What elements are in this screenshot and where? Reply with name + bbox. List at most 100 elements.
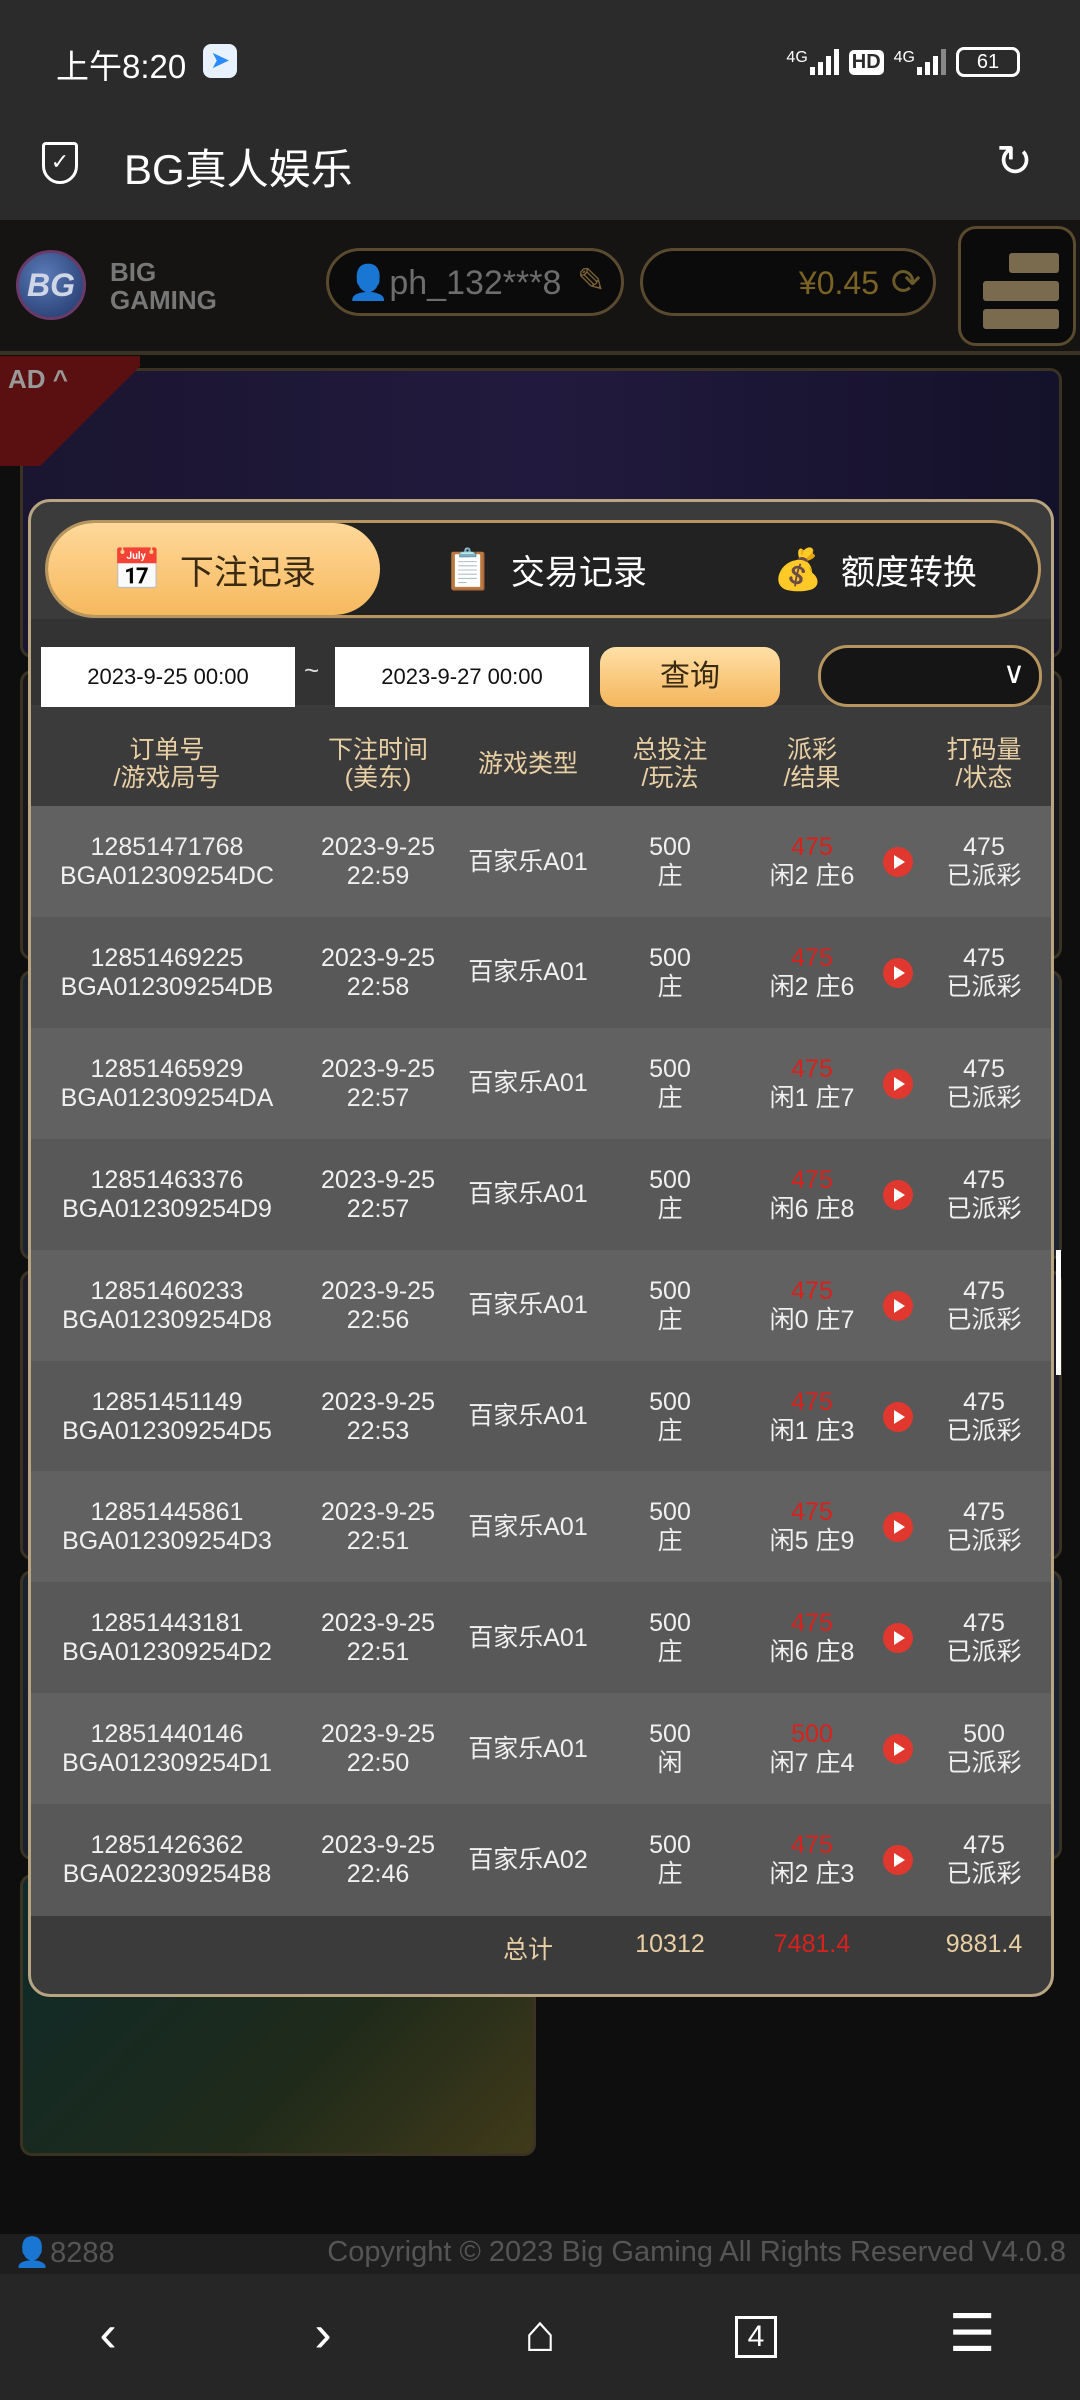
bet-amount: 500	[649, 833, 691, 861]
menu-icon[interactable]: ☰	[948, 2305, 996, 2363]
play-replay-icon[interactable]	[883, 1179, 913, 1210]
ad-toggle[interactable]: AD ^	[0, 356, 140, 466]
order-number: 12851426362	[90, 1831, 244, 1860]
table-row[interactable]: 12851460233 BGA012309254D8 2023-9-25 22:56 百…	[31, 1249, 1051, 1362]
game-type: 百家乐A01	[468, 1069, 588, 1098]
turnover: 475	[963, 1498, 1005, 1527]
total-row: 总计 10312 7481.4 9881.4	[31, 1915, 1051, 1975]
payout: 475	[791, 1276, 833, 1305]
play-replay-icon[interactable]	[883, 1734, 913, 1765]
game-type: 百家乐A01	[468, 1734, 588, 1763]
game-type: 百家乐A02	[468, 1845, 588, 1874]
payout: 475	[791, 1609, 833, 1638]
bet-type: 庄	[657, 972, 683, 1001]
menu-button[interactable]	[958, 226, 1076, 346]
round-number: BGA012309254DA	[60, 1083, 274, 1112]
table-row[interactable]: 12851463376 BGA012309254D9 2023-9-25 22:57 百…	[31, 1138, 1051, 1251]
record-tabs: 📅 下注记录 📋 交易记录 💰 额度转换	[45, 520, 1041, 618]
bet-time: 22:50	[346, 1749, 410, 1778]
turnover: 475	[963, 1831, 1005, 1860]
round-number: BGA012309254D1	[62, 1749, 272, 1778]
calendar-icon: 📅	[112, 547, 162, 592]
bet-time: 22:58	[346, 972, 410, 1001]
bet-time: 22:56	[346, 1305, 410, 1334]
order-number: 12851445861	[90, 1498, 244, 1527]
play-replay-icon[interactable]	[883, 957, 913, 988]
column-header: 游戏类型	[477, 750, 578, 778]
play-replay-icon[interactable]	[883, 1623, 913, 1654]
result: 闲7 庄4	[769, 1749, 855, 1778]
table-row[interactable]: 12851445861 BGA012309254D3 2023-9-25 22:51 百…	[31, 1471, 1051, 1584]
bet-amount: 500	[649, 1498, 691, 1527]
result: 闲6 庄8	[769, 1194, 855, 1223]
table-row[interactable]: 12851471768 BGA012309254DC 2023-9-25 22:59 百…	[31, 806, 1051, 918]
signal-icon-2: 4G	[894, 49, 946, 75]
status: 已派彩	[946, 1527, 1022, 1556]
end-date-input[interactable]: 2023-9-27 00:00	[335, 647, 589, 707]
scrollbar[interactable]	[1056, 1250, 1061, 1375]
bet-date: 2023-9-25	[321, 1498, 435, 1527]
bet-amount: 500	[649, 1609, 691, 1638]
forward-icon[interactable]: ›	[314, 2305, 332, 2363]
username: 👤ph_132***8	[347, 264, 562, 302]
column-header: 下注时间 (美东)	[327, 736, 428, 792]
bet-time: 22:51	[346, 1527, 410, 1556]
bet-date: 2023-9-25	[321, 1165, 435, 1194]
balance-pill: ¥0.45 ⟳	[640, 248, 936, 316]
payout: 475	[791, 1831, 833, 1860]
bet-time: 22:46	[346, 1860, 410, 1889]
shield-check-icon[interactable]: ✓	[42, 142, 78, 184]
bet-date: 2023-9-25	[321, 1387, 435, 1416]
play-replay-icon[interactable]	[883, 1401, 913, 1432]
tab-transaction-records[interactable]: 📋 交易记录	[443, 547, 647, 592]
query-button[interactable]: 查询	[600, 647, 780, 707]
round-number: BGA012309254DB	[60, 972, 274, 1001]
signal-icon: 4G	[786, 49, 839, 75]
bet-time: 22:57	[346, 1194, 410, 1223]
tab-credit-transfer[interactable]: 💰 额度转换	[773, 547, 977, 592]
play-replay-icon[interactable]	[883, 1845, 913, 1876]
play-replay-icon[interactable]	[883, 1290, 913, 1321]
column-header: 订单号 /游戏局号	[113, 736, 221, 792]
battery-icon: 61	[956, 47, 1020, 77]
total-turnover: 9881.4	[945, 1930, 1023, 1958]
bet-time: 22:59	[346, 862, 410, 890]
table-row[interactable]: 12851443181 BGA012309254D2 2023-9-25 22:51 百…	[31, 1582, 1051, 1695]
column-header: 总投注 /玩法	[632, 736, 708, 792]
game-type: 百家乐A01	[468, 1623, 588, 1652]
back-icon[interactable]: ‹	[99, 2305, 117, 2363]
home-icon[interactable]: ⌂	[524, 2305, 556, 2363]
table-row[interactable]: 12851465929 BGA012309254DA 2023-9-25 22:57 百…	[31, 1027, 1051, 1140]
records-modal: 📅 下注记录 📋 交易记录 💰 额度转换 2023-9-25 00:00 ~ 2023…	[28, 499, 1054, 1997]
round-number: BGA012309254D5	[62, 1416, 272, 1445]
bg-logo[interactable]: BG	[16, 250, 86, 320]
play-replay-icon[interactable]	[883, 1512, 913, 1543]
table-row[interactable]: 12851469225 BGA012309254DB 2023-9-25 22:58 百…	[31, 916, 1051, 1029]
order-number: 12851465929	[90, 1054, 244, 1083]
balance: ¥0.45	[798, 265, 879, 301]
game-type-select[interactable]: ∨	[818, 645, 1042, 707]
status: 已派彩	[946, 1638, 1022, 1667]
bet-date: 2023-9-25	[321, 1609, 435, 1638]
table-row[interactable]: 12851451149 BGA012309254D5 2023-9-25 22:53 百…	[31, 1360, 1051, 1473]
tabs-count-button[interactable]: 4	[735, 2316, 777, 2358]
bet-date: 2023-9-25	[321, 1276, 435, 1305]
browser-title-bar: ✓ BG真人娱乐 ↻	[0, 110, 1080, 220]
status: 已派彩	[946, 1305, 1022, 1334]
start-date-input[interactable]: 2023-9-25 00:00	[41, 647, 295, 707]
reload-icon[interactable]: ↻	[996, 137, 1033, 186]
network-type: 4G	[786, 49, 808, 66]
play-replay-icon[interactable]	[883, 847, 913, 877]
table-row[interactable]: 12851440146 BGA012309254D1 2023-9-25 22:50 百…	[31, 1693, 1051, 1806]
result: 闲2 庄3	[769, 1860, 855, 1889]
telegram-notification-icon: ➤	[203, 44, 237, 78]
table-row[interactable]: 12851426362 BGA022309254B8 2023-9-25 22:46 百…	[31, 1804, 1051, 1917]
bet-type: 庄	[657, 1083, 683, 1112]
refresh-balance-icon[interactable]: ⟳	[890, 261, 921, 302]
edit-pencil-icon[interactable]: ✎	[577, 262, 606, 300]
tab-bet-records[interactable]: 📅 下注记录	[48, 523, 380, 615]
username-pill[interactable]: 👤ph_132***8 ✎	[326, 248, 624, 316]
payout: 475	[791, 1165, 833, 1194]
play-replay-icon[interactable]	[883, 1068, 913, 1099]
turnover: 475	[963, 1276, 1005, 1305]
